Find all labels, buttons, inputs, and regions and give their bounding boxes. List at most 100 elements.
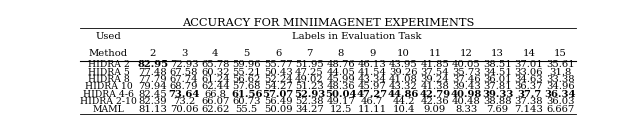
Text: 56.62: 56.62 [232, 75, 261, 84]
Text: 12.5: 12.5 [330, 105, 352, 114]
Text: 66.07: 66.07 [201, 97, 230, 106]
Text: 51.95: 51.95 [295, 60, 324, 69]
Text: 81.13: 81.13 [138, 105, 167, 114]
Text: Labels in Evaluation Task: Labels in Evaluation Task [292, 32, 421, 41]
Text: 50.04: 50.04 [325, 90, 356, 99]
Text: 7.143: 7.143 [515, 105, 543, 114]
Text: 35.61: 35.61 [546, 60, 575, 69]
Text: 42.36: 42.36 [420, 97, 449, 106]
Text: 37.01: 37.01 [515, 60, 543, 69]
Text: 37.38: 37.38 [515, 97, 543, 106]
Text: 55.21: 55.21 [232, 68, 261, 77]
Text: 45.97: 45.97 [358, 83, 387, 91]
Text: 40.05: 40.05 [452, 60, 481, 69]
Text: 61.24: 61.24 [201, 75, 230, 84]
Text: 77.79: 77.79 [138, 75, 167, 84]
Text: 62.44: 62.44 [201, 83, 230, 91]
Text: 4: 4 [212, 49, 219, 58]
Text: Method: Method [89, 49, 128, 58]
Text: 15: 15 [554, 49, 567, 58]
Text: 70.06: 70.06 [170, 105, 198, 114]
Text: 41.85: 41.85 [420, 60, 449, 69]
Text: 43.34: 43.34 [358, 75, 387, 84]
Text: 60.32: 60.32 [201, 68, 230, 77]
Text: 73.64: 73.64 [168, 90, 200, 99]
Text: 73.2: 73.2 [173, 97, 195, 106]
Text: 41.54: 41.54 [358, 68, 387, 77]
Text: 10.4: 10.4 [392, 105, 415, 114]
Text: 66.8: 66.8 [204, 90, 227, 99]
Text: 36.03: 36.03 [546, 97, 575, 106]
Text: 6: 6 [275, 49, 281, 58]
Text: 57.07: 57.07 [262, 90, 294, 99]
Text: 67.58: 67.58 [170, 68, 198, 77]
Text: 31.8: 31.8 [549, 68, 572, 77]
Text: 54.27: 54.27 [264, 83, 292, 91]
Text: 62.62: 62.62 [201, 105, 230, 114]
Text: 72.93: 72.93 [170, 60, 198, 69]
Text: 68.79: 68.79 [170, 83, 198, 91]
Text: 44.2: 44.2 [392, 97, 415, 106]
Text: 34.63: 34.63 [515, 75, 543, 84]
Text: 59.96: 59.96 [232, 60, 261, 69]
Text: 33.38: 33.38 [546, 75, 575, 84]
Text: 82.95: 82.95 [137, 60, 168, 69]
Text: 34.51: 34.51 [483, 68, 512, 77]
Text: 36.01: 36.01 [483, 75, 512, 84]
Text: 14: 14 [522, 49, 536, 58]
Text: 39.43: 39.43 [452, 83, 481, 91]
Text: 39.26: 39.26 [389, 68, 418, 77]
Text: 46.13: 46.13 [358, 60, 387, 69]
Text: 39.24: 39.24 [420, 75, 449, 84]
Text: MAML: MAML [93, 105, 124, 114]
Text: 44.86: 44.86 [388, 90, 419, 99]
Text: 43.32: 43.32 [389, 83, 418, 91]
Text: 7.69: 7.69 [486, 105, 509, 114]
Text: 13: 13 [491, 49, 504, 58]
Text: 37.81: 37.81 [483, 83, 512, 91]
Text: HIDRA 4-6: HIDRA 4-6 [83, 90, 134, 99]
Text: 11.11: 11.11 [358, 105, 387, 114]
Text: 40.98: 40.98 [451, 90, 482, 99]
Text: 35.73: 35.73 [452, 68, 481, 77]
Text: 52.24: 52.24 [264, 75, 292, 84]
Text: 9: 9 [369, 49, 376, 58]
Text: 12: 12 [460, 49, 473, 58]
Text: 3: 3 [181, 49, 188, 58]
Text: 37.7: 37.7 [517, 90, 541, 99]
Text: 57.68: 57.68 [232, 83, 261, 91]
Text: ACCURACY FOR MINIIMAGENET EXPERIMENTS: ACCURACY FOR MINIIMAGENET EXPERIMENTS [182, 18, 474, 28]
Text: 77.48: 77.48 [138, 68, 167, 77]
Text: 56.49: 56.49 [264, 97, 292, 106]
Text: 34.96: 34.96 [546, 83, 575, 91]
Text: 6.667: 6.667 [546, 105, 575, 114]
Text: 42.79: 42.79 [419, 90, 451, 99]
Text: 48.36: 48.36 [326, 83, 355, 91]
Text: 52.93: 52.93 [294, 90, 325, 99]
Text: 43.95: 43.95 [389, 60, 418, 69]
Text: 49.17: 49.17 [326, 97, 355, 106]
Text: HIDRA 5: HIDRA 5 [88, 68, 129, 77]
Text: 37.46: 37.46 [452, 75, 481, 84]
Text: 51.23: 51.23 [295, 83, 324, 91]
Text: Used: Used [95, 32, 122, 41]
Text: 44.05: 44.05 [326, 68, 355, 77]
Text: 7: 7 [307, 49, 313, 58]
Text: 39.33: 39.33 [482, 90, 513, 99]
Text: 45.99: 45.99 [326, 75, 355, 84]
Text: 41.08: 41.08 [389, 75, 418, 84]
Text: 36.34: 36.34 [545, 90, 576, 99]
Text: HIDRA 2-10: HIDRA 2-10 [80, 97, 137, 106]
Text: 38.88: 38.88 [483, 97, 512, 106]
Text: HIDRA 8: HIDRA 8 [88, 75, 129, 84]
Text: 37.54: 37.54 [420, 68, 449, 77]
Text: 47.25: 47.25 [295, 68, 324, 77]
Text: HIDRA 10: HIDRA 10 [84, 83, 132, 91]
Text: 46.7: 46.7 [361, 97, 383, 106]
Text: 33.06: 33.06 [515, 68, 543, 77]
Text: HIDRA 2: HIDRA 2 [88, 60, 129, 69]
Text: 10: 10 [397, 49, 410, 58]
Text: 36.37: 36.37 [515, 83, 543, 91]
Text: 5: 5 [244, 49, 250, 58]
Text: 65.78: 65.78 [201, 60, 230, 69]
